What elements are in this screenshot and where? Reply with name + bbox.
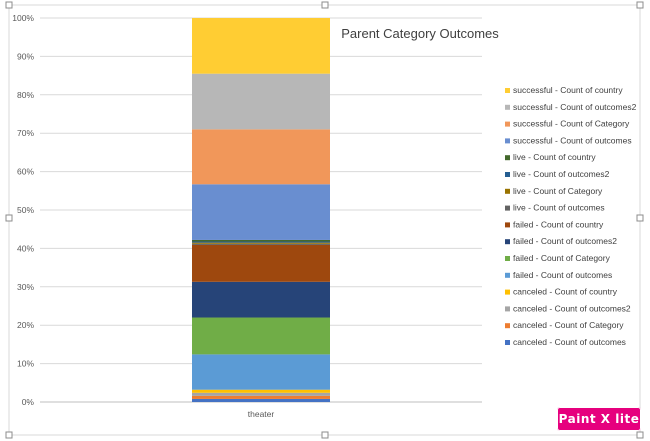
legend-swatch: [505, 205, 510, 211]
x-tick-label: theater: [248, 409, 275, 419]
legend-label: live - Count of Category: [513, 186, 603, 196]
selection-handles[interactable]: [5, 1, 644, 439]
bar-segment: [192, 244, 330, 282]
y-tick-label: 90%: [17, 51, 34, 61]
legend-swatch: [505, 306, 510, 312]
legend-swatch: [505, 340, 510, 345]
legend-label: live - Count of outcomes: [513, 203, 605, 213]
y-tick-label: 0%: [22, 397, 35, 407]
bar-segment: [192, 239, 330, 242]
bar-segment: [192, 243, 330, 245]
legend-label: live - Count of country: [513, 152, 596, 162]
legend-label: canceled - Count of country: [513, 287, 618, 297]
legend-swatch: [505, 88, 510, 93]
y-tick-label: 50%: [17, 205, 34, 215]
legend-swatch: [505, 121, 510, 127]
legend-label: successful - Count of outcomes2: [513, 102, 637, 112]
legend-swatch: [505, 172, 510, 177]
y-tick-label: 20%: [17, 320, 34, 330]
bar-segment: [192, 242, 330, 244]
bar-segment: [192, 129, 330, 185]
y-axis: 0% 10% 20% 30% 40% 50% 60% 70% 80% 90% 100%: [12, 13, 34, 407]
legend-label: successful - Count of outcomes: [513, 135, 632, 145]
legend-label: canceled - Count of outcomes2: [513, 303, 631, 313]
bar-segment: [192, 395, 330, 399]
bar-segment: [192, 392, 330, 396]
legend-label: failed - Count of country: [513, 219, 604, 229]
bar-segment: [192, 389, 330, 393]
bar-segment: [192, 241, 330, 243]
bar-segment: [192, 73, 330, 130]
legend-swatch: [505, 272, 510, 278]
y-tick-label: 70%: [17, 128, 34, 138]
legend-swatch: [505, 155, 510, 161]
legend-swatch: [505, 104, 510, 110]
legend-label: failed - Count of outcomes2: [513, 236, 617, 246]
legend-label: canceled - Count of outcomes: [513, 337, 626, 347]
legend-label: failed - Count of Category: [513, 253, 611, 263]
legend-swatch: [505, 138, 510, 144]
bar-segment: [192, 398, 330, 402]
y-tick-label: 60%: [17, 167, 34, 177]
legend: successful - Count of country successful …: [505, 85, 637, 347]
legend-swatch: [505, 222, 510, 228]
legend-label: live - Count of outcomes2: [513, 169, 610, 179]
x-axis: theater: [248, 409, 275, 419]
chart-title: Parent Category Outcomes: [341, 26, 499, 41]
legend-label: successful - Count of Category: [513, 119, 630, 129]
watermark-badge: Paint X lite: [557, 407, 641, 431]
y-tick-label: 30%: [17, 282, 34, 292]
bar-segment: [192, 354, 330, 390]
bar-segment: [192, 317, 330, 355]
legend-swatch: [505, 239, 510, 245]
y-tick-label: 80%: [17, 90, 34, 100]
legend-label: canceled - Count of Category: [513, 320, 624, 330]
legend-swatch: [505, 188, 510, 194]
legend-label: successful - Count of country: [513, 85, 623, 95]
bar-segment: [192, 184, 330, 240]
legend-swatch: [505, 256, 510, 261]
bar-segment: [192, 18, 330, 74]
legend-label: failed - Count of outcomes: [513, 270, 612, 280]
legend-swatch: [505, 323, 510, 329]
y-tick-label: 10%: [17, 359, 34, 369]
y-tick-label: 40%: [17, 243, 34, 253]
legend-swatch: [505, 289, 510, 295]
plot-bars: [192, 18, 330, 402]
bar-segment: [192, 281, 330, 318]
y-tick-label: 100%: [12, 13, 34, 23]
